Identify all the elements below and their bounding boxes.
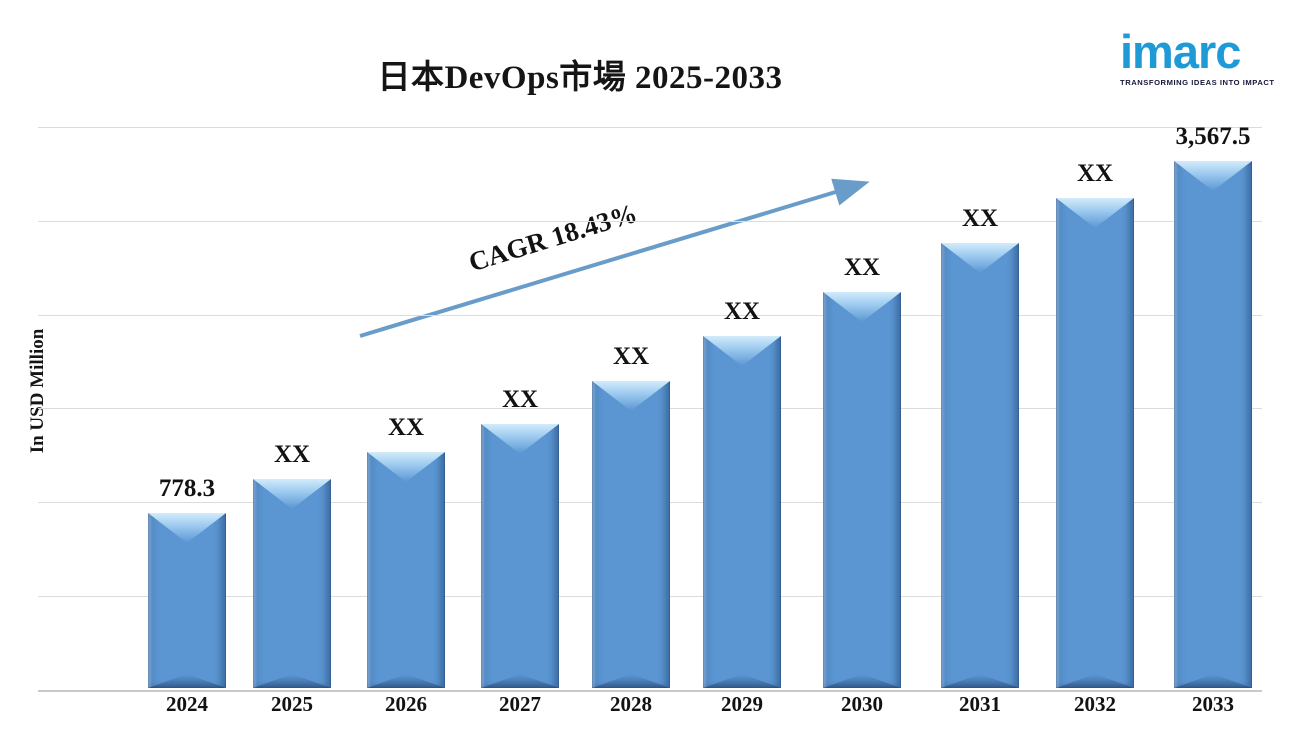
gridline-1 <box>38 221 1262 222</box>
chart-title: 日本DevOps市場 2025-2033 <box>377 60 783 96</box>
x-tick-2027: 2027 <box>499 692 541 716</box>
value-label-2025: XX <box>273 441 311 468</box>
imarc-logo-text: imarc <box>1120 25 1241 78</box>
bar-2025 <box>253 479 331 688</box>
value-label-2032: XX <box>1076 160 1114 187</box>
value-label-2028: XX <box>612 343 650 370</box>
bar-2026 <box>367 452 445 688</box>
value-label-2024: 778.3 <box>158 475 216 502</box>
cagr-annotation: CAGR 18.43% <box>465 197 641 278</box>
bar-2024 <box>148 513 226 688</box>
bar-2029 <box>703 336 781 688</box>
bar-2032 <box>1056 198 1134 688</box>
bar-2027 <box>481 424 559 688</box>
gridline-0 <box>38 127 1262 128</box>
x-tick-2032: 2032 <box>1074 692 1116 716</box>
x-tick-2028: 2028 <box>610 692 652 716</box>
bar-2030 <box>823 292 901 688</box>
imarc-logo: imarc TRANSFORMING IDEAS INTO IMPACT <box>1120 25 1282 88</box>
value-label-2033: 3,567.5 <box>1175 123 1251 150</box>
value-label-2027: XX <box>501 386 539 413</box>
value-label-2031: XX <box>961 205 999 232</box>
bar-2033 <box>1174 161 1252 688</box>
x-tick-2026: 2026 <box>385 692 427 716</box>
bar-2028 <box>592 381 670 688</box>
gridline-2 <box>38 315 1262 316</box>
x-tick-2031: 2031 <box>959 692 1001 716</box>
y-axis-label: In USD Million <box>27 328 48 454</box>
imarc-logo-tagline: TRANSFORMING IDEAS INTO IMPACT <box>1120 78 1275 87</box>
x-tick-2024: 2024 <box>166 692 208 716</box>
value-label-2030: XX <box>843 254 881 281</box>
bar-2031 <box>941 243 1019 688</box>
x-tick-2030: 2030 <box>841 692 883 716</box>
value-label-2029: XX <box>723 298 761 325</box>
x-tick-2029: 2029 <box>721 692 763 716</box>
x-axis-line <box>38 690 1262 692</box>
x-tick-2025: 2025 <box>271 692 313 716</box>
value-label-2026: XX <box>387 414 425 441</box>
x-tick-2033: 2033 <box>1192 692 1234 716</box>
